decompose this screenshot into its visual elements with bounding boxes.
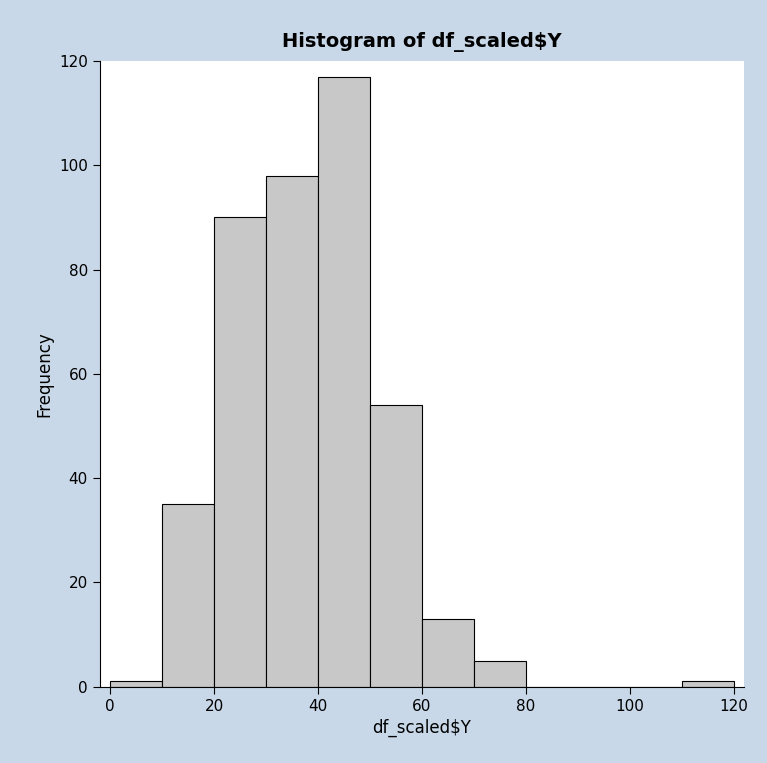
Bar (422, 619, 474, 687)
Bar (370, 405, 422, 687)
Title: Histogram of df_scaled$Y: Histogram of df_scaled$Y (282, 32, 561, 52)
Y-axis label: Frequency: Frequency (35, 331, 54, 417)
Bar (682, 681, 733, 687)
Bar (110, 681, 162, 687)
Bar (318, 77, 370, 687)
Bar (214, 217, 266, 687)
Bar (266, 175, 318, 687)
X-axis label: df_scaled$Y: df_scaled$Y (373, 719, 471, 737)
Bar (162, 504, 214, 687)
Bar (474, 661, 525, 687)
